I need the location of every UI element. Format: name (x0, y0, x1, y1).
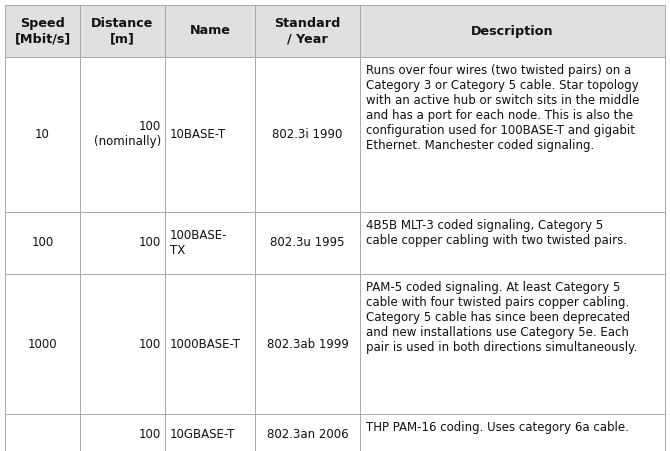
Text: Name: Name (190, 24, 230, 37)
Text: 10GBASE-T: 10GBASE-T (170, 428, 235, 441)
Text: 100BASE-
TX: 100BASE- TX (170, 229, 228, 257)
Bar (255, 274, 360, 414)
Bar (5, 212, 80, 274)
Bar (165, 5, 255, 57)
Text: 10: 10 (35, 128, 50, 141)
Bar (80, 5, 165, 57)
Text: 1000BASE-T: 1000BASE-T (170, 337, 241, 350)
Bar (5, 5, 80, 57)
Bar (360, 57, 665, 212)
Text: Standard
/ Year: Standard / Year (274, 17, 340, 45)
Bar (5, 57, 80, 212)
Text: PAM-5 coded signaling. At least Category 5
cable with four twisted pairs copper : PAM-5 coded signaling. At least Category… (366, 281, 637, 354)
Text: 10BASE-T: 10BASE-T (170, 128, 226, 141)
Text: 802.3an 2006: 802.3an 2006 (267, 428, 348, 441)
Bar (360, 212, 665, 274)
Bar (165, 414, 255, 451)
Text: 1000: 1000 (27, 337, 58, 350)
Text: 802.3ab 1999: 802.3ab 1999 (267, 337, 348, 350)
Text: Speed
[Mbit/s]: Speed [Mbit/s] (14, 17, 70, 45)
Bar (80, 212, 165, 274)
Bar (80, 414, 165, 451)
Text: 100: 100 (31, 236, 54, 249)
Bar (5, 414, 80, 451)
Text: Description: Description (471, 24, 554, 37)
Bar (80, 57, 165, 212)
Bar (165, 212, 255, 274)
Bar (255, 414, 360, 451)
Text: 4B5B MLT-3 coded signaling, Category 5
cable copper cabling with two twisted pai: 4B5B MLT-3 coded signaling, Category 5 c… (366, 219, 627, 247)
Bar (165, 57, 255, 212)
Bar (165, 274, 255, 414)
Text: 100: 100 (139, 236, 161, 249)
Bar (255, 57, 360, 212)
Text: 100
(nominally): 100 (nominally) (94, 120, 161, 148)
Text: THP PAM-16 coding. Uses category 6a cable.: THP PAM-16 coding. Uses category 6a cabl… (366, 421, 629, 434)
Bar (360, 5, 665, 57)
Bar (360, 274, 665, 414)
Text: Runs over four wires (two twisted pairs) on a
Category 3 or Category 5 cable. St: Runs over four wires (two twisted pairs)… (366, 64, 639, 152)
Bar (5, 274, 80, 414)
Text: 100: 100 (139, 428, 161, 441)
Bar (255, 5, 360, 57)
Text: 802.3u 1995: 802.3u 1995 (270, 236, 345, 249)
Text: 100: 100 (139, 337, 161, 350)
Bar (360, 414, 665, 451)
Text: 802.3i 1990: 802.3i 1990 (272, 128, 342, 141)
Text: Distance
[m]: Distance [m] (91, 17, 153, 45)
Bar (255, 212, 360, 274)
Bar (80, 274, 165, 414)
